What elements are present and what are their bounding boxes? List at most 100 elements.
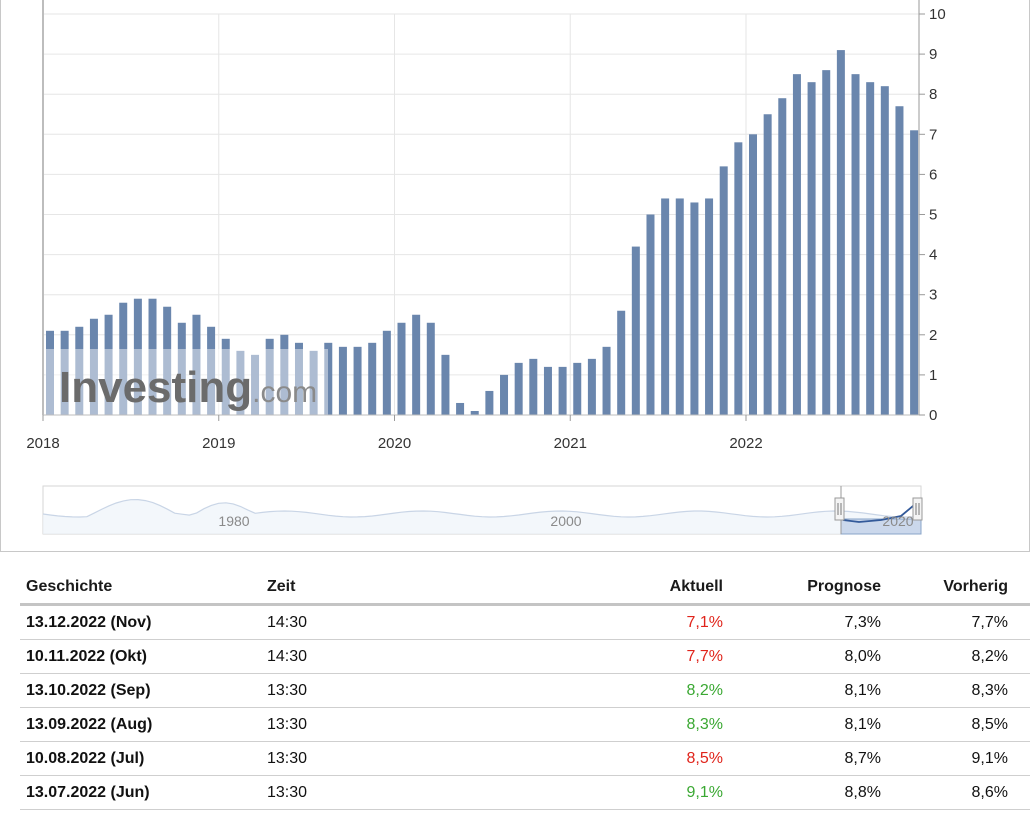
bar[interactable] [60, 330, 69, 415]
header-actual[interactable]: Aktuell [597, 570, 745, 606]
bar[interactable] [177, 322, 186, 415]
row-previous: 9,1% [903, 741, 1030, 776]
bar[interactable] [133, 298, 142, 415]
bar[interactable] [617, 310, 626, 415]
bar[interactable] [529, 358, 538, 415]
bar[interactable] [382, 330, 391, 415]
y-tick-label: 3 [929, 287, 937, 304]
row-previous: 8,3% [903, 673, 1030, 708]
bar[interactable] [822, 70, 831, 415]
watermark-logo: Investing.com [59, 363, 317, 412]
y-tick-label: 2 [929, 327, 937, 344]
row-forecast: 8,1% [745, 673, 903, 708]
bar[interactable] [910, 130, 919, 416]
bar[interactable] [500, 374, 509, 415]
row-time: 14:30 [261, 604, 597, 640]
row-date: 10.11.2022 (Okt) [20, 639, 261, 674]
bar[interactable] [75, 326, 84, 415]
bar[interactable] [324, 342, 333, 415]
bar[interactable] [690, 202, 699, 415]
bar[interactable] [309, 350, 318, 415]
bar[interactable] [163, 306, 172, 415]
bar[interactable] [221, 338, 230, 415]
table-row: 13.09.2022 (Aug) 13:30 8,3% 8,1% 8,5% [20, 707, 1030, 742]
bar[interactable] [661, 198, 670, 415]
row-date: 10.08.2022 (Jul) [20, 741, 261, 776]
bar[interactable] [719, 166, 728, 415]
bar[interactable] [338, 346, 347, 415]
header-history[interactable]: Geschichte [20, 570, 261, 606]
row-actual: 7,7% [597, 639, 745, 674]
bar[interactable] [543, 366, 552, 415]
bar[interactable] [294, 342, 303, 415]
bar[interactable] [441, 354, 450, 415]
row-date: 13.10.2022 (Sep) [20, 673, 261, 708]
bar[interactable] [192, 314, 201, 415]
bar[interactable] [207, 326, 216, 415]
navigator-series [42, 498, 922, 518]
row-forecast: 8,0% [745, 639, 903, 674]
row-time: 13:30 [261, 673, 597, 708]
bar[interactable] [851, 74, 860, 416]
row-date: 13.07.2022 (Jun) [20, 775, 261, 810]
navigator-left-handle[interactable] [834, 497, 845, 521]
row-previous: 7,7% [903, 604, 1030, 640]
bar[interactable] [778, 98, 787, 416]
inflation-bar-chart: Investing.com 0 1 2 3 4 5 6 7 8 9 10 2018 2019 2020 20… [26, 0, 946, 535]
bar[interactable] [426, 322, 435, 415]
bar[interactable] [470, 410, 479, 415]
bar[interactable] [880, 86, 889, 416]
row-actual: 8,3% [597, 707, 745, 742]
bar[interactable] [573, 362, 582, 415]
bar[interactable] [807, 82, 816, 416]
bar[interactable] [587, 358, 596, 415]
bar[interactable] [558, 366, 567, 415]
y-tick-label: 7 [929, 126, 937, 143]
row-previous: 8,2% [903, 639, 1030, 674]
row-actual: 9,1% [597, 775, 745, 810]
bar[interactable] [763, 114, 772, 415]
header-forecast[interactable]: Prognose [745, 570, 903, 606]
bar[interactable] [104, 314, 113, 415]
row-forecast: 8,1% [745, 707, 903, 742]
bar[interactable] [412, 314, 421, 415]
bar[interactable] [148, 298, 157, 415]
bar[interactable] [485, 390, 494, 415]
bar[interactable] [280, 334, 289, 415]
bar[interactable] [895, 106, 904, 415]
y-tick-label: 0 [929, 407, 937, 424]
bar[interactable] [89, 318, 98, 415]
bar[interactable] [119, 302, 128, 415]
row-actual: 8,2% [597, 673, 745, 708]
row-date: 13.12.2022 (Nov) [20, 604, 261, 640]
navigator[interactable]: 1980 2000 2020 [42, 485, 923, 535]
row-actual: 7,1% [597, 604, 745, 640]
bar[interactable] [514, 362, 523, 415]
navigator-right-handle[interactable] [912, 497, 923, 521]
bar[interactable] [836, 50, 845, 416]
bar[interactable] [675, 198, 684, 415]
bar[interactable] [456, 402, 465, 415]
bar[interactable] [646, 214, 655, 416]
bar[interactable] [866, 82, 875, 416]
row-forecast: 8,8% [745, 775, 903, 810]
bar[interactable] [251, 354, 260, 415]
bar[interactable] [368, 342, 377, 415]
bar[interactable] [265, 338, 274, 415]
header-time[interactable]: Zeit [261, 570, 597, 606]
bar[interactable] [602, 346, 611, 415]
y-tick-label: 8 [929, 86, 937, 103]
bar[interactable] [236, 350, 245, 415]
bar[interactable] [397, 322, 406, 415]
bar[interactable] [705, 198, 714, 415]
x-tick-label: 2022 [729, 435, 762, 452]
bar[interactable] [46, 330, 54, 415]
bar[interactable] [792, 74, 801, 416]
bar[interactable] [353, 346, 362, 415]
bar[interactable] [734, 142, 743, 415]
bar[interactable] [749, 134, 757, 416]
row-date: 13.09.2022 (Aug) [20, 707, 261, 742]
header-previous[interactable]: Vorherig [903, 570, 1030, 606]
bar[interactable] [631, 246, 640, 415]
y-tick-label: 9 [929, 46, 937, 63]
